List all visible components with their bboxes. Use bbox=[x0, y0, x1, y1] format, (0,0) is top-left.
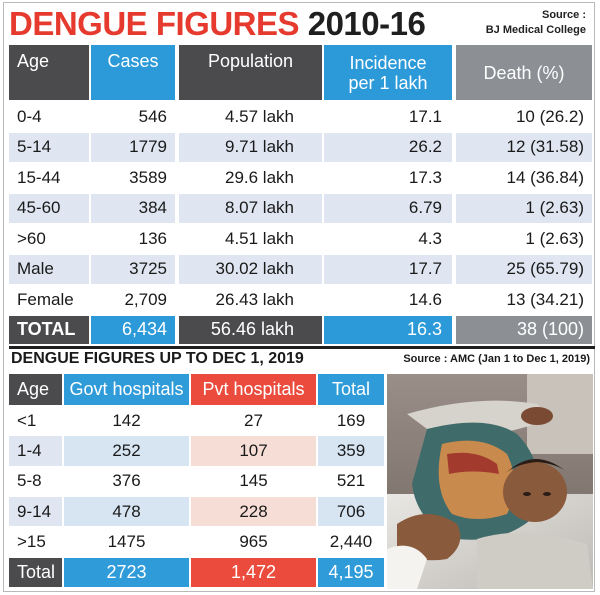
total-col-cases: 6,434 bbox=[91, 315, 175, 344]
cell-col-death: 10 (26.2) bbox=[515, 106, 584, 126]
cell-col-population: 8.07 lakh bbox=[179, 193, 322, 223]
patient-photo bbox=[387, 374, 593, 589]
cell2-col-total: 169 bbox=[336, 410, 366, 430]
cell-col-incidence: 6.79 bbox=[324, 193, 452, 223]
cell-col-population: 29.6 lakh bbox=[225, 167, 294, 187]
table2-title: DENGUE FIGURES UP TO DEC 1, 2019 bbox=[11, 350, 304, 367]
cell-col-cases: 3589 bbox=[129, 167, 167, 187]
cell-col-cases: 1779 bbox=[91, 132, 175, 162]
cell2-col-pvt: 27 bbox=[244, 410, 263, 430]
cell-col-death: 13 (34.21) bbox=[506, 289, 585, 309]
cell-col-population: 9.71 lakh bbox=[179, 132, 322, 162]
cell-col-age: Male bbox=[9, 254, 89, 284]
total2-col-age: Total bbox=[9, 557, 62, 587]
cell-col-incidence: 17.1 bbox=[408, 106, 442, 126]
cell-col-age: 5-14 bbox=[9, 132, 89, 162]
total2-col-govt: 2723 bbox=[64, 557, 189, 587]
table2-source: Source : AMC (Jan 1 to Dec 1, 2019) bbox=[403, 353, 590, 365]
header-col-death: Death (%) bbox=[456, 45, 592, 100]
section-divider bbox=[9, 346, 595, 373]
main-title-red: DENGUE FIGURES bbox=[9, 5, 300, 42]
cell-col-incidence: 17.3 bbox=[408, 167, 442, 187]
cell2-col-age: 9-14 bbox=[9, 496, 62, 527]
source-bj: Source : BJ Medical College bbox=[486, 8, 586, 38]
header2-col-total: Total bbox=[318, 374, 384, 405]
header-col-incidence: Incidence per 1 lakh bbox=[324, 45, 452, 100]
frame bbox=[3, 2, 595, 592]
cell-col-cases: 546 bbox=[138, 106, 167, 126]
cell2-col-age: <1 bbox=[17, 410, 37, 430]
cell-col-incidence: 14.6 bbox=[408, 289, 442, 309]
cell2-col-total: 706 bbox=[318, 496, 384, 527]
cell2-col-pvt: 965 bbox=[239, 531, 268, 551]
cell-col-cases: 3725 bbox=[91, 254, 175, 284]
header2-col-pvt: Pvt hospitals bbox=[191, 374, 316, 405]
cell2-col-age: >15 bbox=[17, 531, 46, 551]
patient-photo-image bbox=[387, 374, 593, 589]
header-col-population: Population bbox=[179, 45, 322, 100]
total-col-death: 38 (100) bbox=[456, 315, 592, 344]
cell-col-death: 12 (31.58) bbox=[456, 132, 592, 162]
main-title: DENGUE FIGURES 2010-16 bbox=[9, 5, 426, 43]
cell-col-death: 25 (65.79) bbox=[456, 254, 592, 284]
cell2-col-age: 1-4 bbox=[9, 436, 62, 466]
header2-col-age: Age bbox=[9, 374, 62, 405]
cell2-col-govt: 376 bbox=[112, 471, 141, 491]
cell2-col-pvt: 145 bbox=[239, 471, 268, 491]
cell2-col-total: 359 bbox=[318, 436, 384, 466]
cell-col-death: 1 (2.63) bbox=[525, 228, 584, 248]
cell2-col-total: 2,440 bbox=[329, 531, 373, 551]
cell-col-population: 4.51 lakh bbox=[225, 228, 294, 248]
cell2-col-govt: 1475 bbox=[107, 531, 146, 551]
header-col-cases: Cases bbox=[91, 45, 175, 100]
total-col-incidence: 16.3 bbox=[324, 315, 452, 344]
header-col-age: Age bbox=[9, 45, 89, 100]
cell2-col-age: 5-8 bbox=[17, 471, 42, 491]
cell-col-death: 14 (36.84) bbox=[506, 167, 585, 187]
cell-col-age: 0-4 bbox=[17, 106, 42, 126]
cell2-col-govt: 252 bbox=[64, 436, 189, 466]
total2-col-pvt: 1,472 bbox=[191, 557, 316, 587]
cell-col-cases: 2,709 bbox=[124, 289, 167, 309]
header2-col-govt: Govt hospitals bbox=[64, 374, 189, 405]
cell-col-cases: 384 bbox=[91, 193, 175, 223]
cell-col-cases: 136 bbox=[138, 228, 167, 248]
cell-col-population: 26.43 lakh bbox=[215, 289, 294, 309]
source-bj-label: Source : bbox=[541, 9, 586, 21]
cell-col-incidence: 4.3 bbox=[418, 228, 442, 248]
total-col-age: TOTAL bbox=[9, 315, 89, 344]
source-bj-value: BJ Medical College bbox=[485, 24, 586, 36]
cell-col-age: Female bbox=[17, 289, 74, 309]
cell-col-population: 30.02 lakh bbox=[179, 254, 322, 284]
cell2-col-govt: 142 bbox=[112, 410, 141, 430]
cell-col-age: 15-44 bbox=[17, 167, 61, 187]
cell2-col-pvt: 228 bbox=[191, 496, 316, 527]
cell-col-age: 45-60 bbox=[9, 193, 89, 223]
cell-col-death: 1 (2.63) bbox=[456, 193, 592, 223]
cell2-col-govt: 478 bbox=[64, 496, 189, 527]
cell-col-incidence: 17.7 bbox=[324, 254, 452, 284]
cell2-col-pvt: 107 bbox=[191, 436, 316, 466]
main-title-years: 2010-16 bbox=[307, 5, 426, 42]
cell-col-incidence: 26.2 bbox=[324, 132, 452, 162]
total2-col-total: 4,195 bbox=[318, 557, 384, 587]
total-col-population: 56.46 lakh bbox=[179, 315, 322, 344]
cell-col-age: >60 bbox=[17, 228, 46, 248]
cell2-col-total: 521 bbox=[336, 471, 366, 491]
cell-col-population: 4.57 lakh bbox=[225, 106, 294, 126]
